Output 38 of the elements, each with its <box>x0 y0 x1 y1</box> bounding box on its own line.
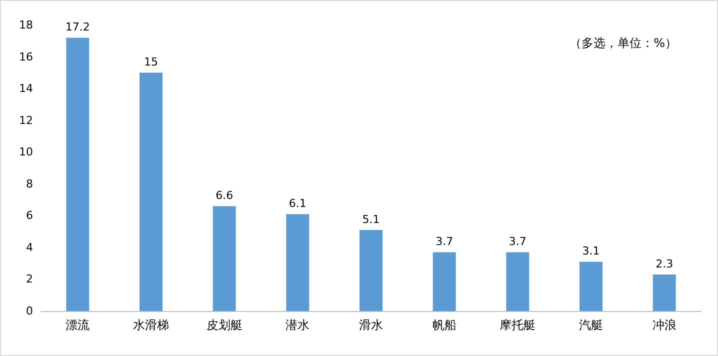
x-tick-label: 漂流 <box>66 318 90 332</box>
data-label: 15 <box>144 56 158 69</box>
bar <box>506 252 530 311</box>
x-tick-label: 潜水 <box>286 318 310 332</box>
data-label: 2.3 <box>656 257 674 270</box>
y-tick-label: 12 <box>19 114 33 127</box>
bar <box>140 72 162 311</box>
bar <box>432 252 456 311</box>
data-label: 17.2 <box>65 20 90 34</box>
x-tick-label: 皮划艇 <box>206 318 242 332</box>
bar <box>652 274 676 311</box>
y-tick-label: 4 <box>26 240 33 254</box>
y-tick-label: 18 <box>19 18 33 32</box>
data-label: 3.7 <box>436 235 454 248</box>
bar <box>360 230 382 311</box>
y-tick-label: 2 <box>26 272 33 286</box>
x-tick-label: 帆船 <box>432 318 456 332</box>
x-tick-label: 摩托艇 <box>500 318 536 332</box>
data-label: 3.1 <box>582 244 600 258</box>
y-tick-label: 16 <box>19 50 33 64</box>
data-label: 6.1 <box>288 197 306 210</box>
annotation: （多选，单位：%） <box>570 36 678 50</box>
y-tick-label: 14 <box>19 82 33 96</box>
y-tick-label: 6 <box>26 209 33 222</box>
bar <box>212 206 236 311</box>
data-label: 6.6 <box>216 189 234 202</box>
x-tick-label: 水滑梯 <box>133 318 169 332</box>
x-tick-label: 冲浪 <box>652 318 676 332</box>
data-label: 3.7 <box>508 235 526 248</box>
bar <box>286 214 310 311</box>
y-tick-label: 8 <box>26 177 33 190</box>
x-tick-label: 汽艇 <box>579 318 603 332</box>
y-tick-label: 0 <box>26 304 33 318</box>
bar <box>66 38 90 311</box>
y-tick-label: 10 <box>19 146 33 159</box>
x-tick-label: 滑水 <box>359 318 383 332</box>
bar <box>580 262 602 311</box>
data-label: 5.1 <box>362 212 380 226</box>
